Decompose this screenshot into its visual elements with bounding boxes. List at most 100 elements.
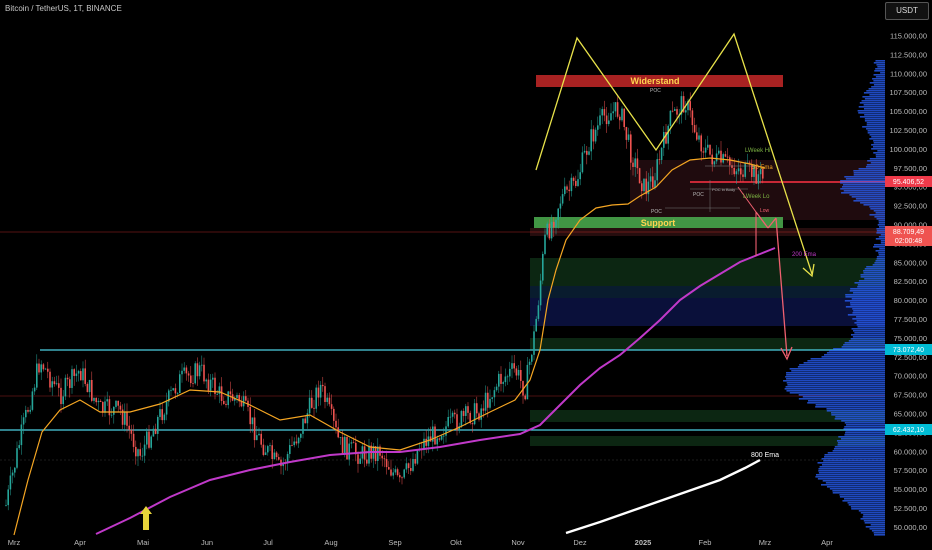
price-axis[interactable]: 115.000,00 112.500,00 110.000,00 107.500,00… — [889, 32, 927, 532]
volume-bar — [822, 480, 885, 482]
time-axis[interactable]: Mrz Apr Mai Jun Jul Aug Sep Okt Nov Dez 2025 Feb Mrz… — [8, 538, 834, 547]
volume-bar — [826, 352, 885, 354]
volume-bar — [807, 360, 885, 362]
candle-body — [460, 411, 463, 427]
candle-body — [586, 150, 588, 155]
candle-body — [425, 438, 427, 446]
y-tick-label: 65.000,00 — [894, 410, 927, 419]
y-tick-label: 52.500,00 — [894, 504, 927, 513]
candle-body — [196, 363, 199, 377]
volume-bar — [789, 392, 885, 394]
volume-bar — [852, 336, 885, 338]
candle-body — [623, 108, 625, 128]
candle-body — [476, 403, 478, 414]
x-tick-label: Mai — [137, 538, 149, 547]
candle-body — [333, 408, 335, 421]
candle-body — [517, 369, 520, 376]
candle-body — [689, 101, 691, 111]
candle-body — [526, 364, 529, 400]
volume-bar — [850, 506, 885, 508]
volume-bar — [869, 94, 885, 96]
candle-body — [185, 367, 188, 374]
volume-bar — [867, 130, 885, 132]
volume-bar — [858, 168, 885, 170]
projection-arrows — [737, 186, 793, 361]
candle-body — [515, 368, 518, 376]
volume-bar — [878, 236, 885, 238]
candle-body — [315, 387, 317, 409]
candle-body — [511, 363, 513, 369]
volume-bar — [821, 458, 885, 460]
volume-bar — [868, 88, 885, 90]
y-tick-label: 50.000,00 — [894, 523, 927, 532]
candle-body — [487, 392, 489, 408]
candle-body — [726, 156, 729, 158]
candle-body — [143, 444, 146, 456]
volume-bar — [784, 388, 885, 390]
candle-body — [190, 375, 192, 384]
volume-bar — [875, 156, 885, 158]
volume-bar — [863, 104, 885, 106]
volume-bar — [863, 270, 885, 272]
candle-body — [69, 379, 71, 388]
candle-body — [240, 401, 243, 407]
candle-body — [355, 442, 357, 455]
volume-bar — [826, 486, 885, 488]
volume-bar — [877, 224, 885, 226]
y-tick-label: 77.500,00 — [894, 315, 927, 324]
candle-body — [614, 102, 617, 112]
candle-body — [115, 400, 117, 407]
candle-body — [40, 364, 42, 373]
candle-body — [135, 446, 137, 457]
candle-body — [88, 379, 91, 393]
ema800-line — [565, 458, 761, 535]
volume-bar — [841, 192, 885, 194]
candle-body — [220, 386, 223, 401]
candle-body — [368, 445, 370, 464]
candle-body — [306, 413, 309, 424]
candle-body — [709, 144, 711, 155]
volume-bar — [864, 114, 885, 116]
volume-bar — [867, 160, 885, 162]
volume-bar — [843, 190, 885, 192]
volume-bar — [877, 66, 885, 68]
candle-body — [313, 407, 315, 409]
candle-body — [159, 409, 161, 417]
volume-bar — [851, 508, 885, 510]
candle-body — [647, 181, 650, 195]
ema50-label: 50 Ema — [752, 165, 773, 171]
y-tick-label: 70.000,00 — [894, 372, 927, 381]
volume-bar — [834, 418, 885, 420]
svg-text:88.709,49: 88.709,49 — [893, 229, 924, 236]
candle-body — [484, 392, 487, 411]
candle-body — [201, 364, 203, 366]
candle-body — [341, 437, 344, 455]
volume-bar — [843, 344, 885, 346]
candle-body — [454, 412, 456, 415]
candle-body — [225, 403, 227, 406]
volume-bar — [875, 68, 885, 70]
y-tick-label: 72.500,00 — [894, 353, 927, 362]
volume-bar — [851, 328, 885, 330]
resistance-label: Widerstand — [631, 76, 680, 86]
candle-body — [467, 406, 469, 413]
candle-body — [405, 463, 408, 470]
candle-body — [440, 435, 443, 440]
candle-body — [394, 469, 397, 473]
volume-bar — [815, 406, 885, 408]
volume-bar — [873, 246, 885, 248]
candle-body — [20, 424, 23, 446]
x-tick-label: Apr — [74, 538, 86, 547]
volume-bar — [831, 414, 885, 416]
volume-bar — [845, 432, 885, 434]
candle-body — [403, 469, 405, 478]
candle-body — [82, 368, 84, 381]
candle-body — [599, 115, 601, 126]
currency-button[interactable]: USDT — [885, 2, 929, 20]
candle-body — [704, 147, 707, 153]
volume-bar — [802, 396, 885, 398]
candle-body — [482, 408, 485, 411]
volume-bar — [853, 170, 885, 172]
volume-bar — [878, 220, 885, 222]
